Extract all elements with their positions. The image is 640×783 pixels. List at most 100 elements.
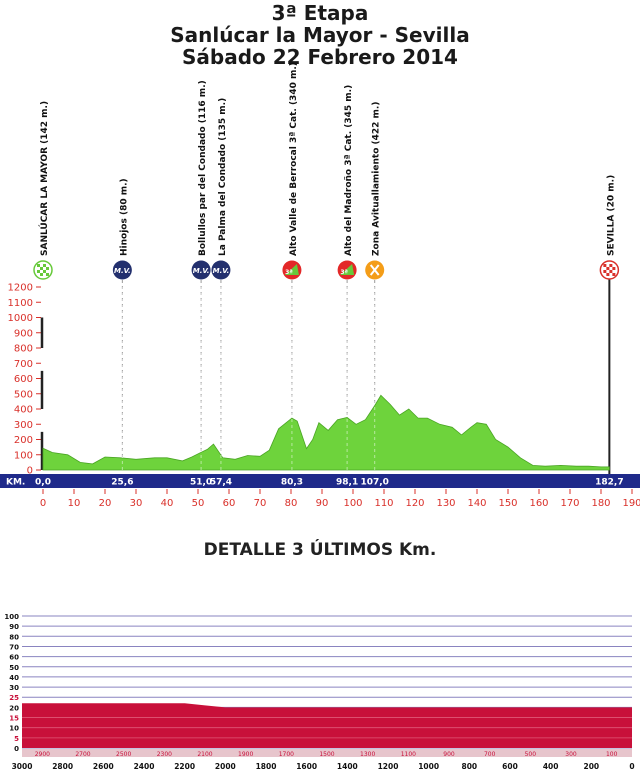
detail-y-label: 90 (9, 623, 19, 631)
km-bar-label: KM. (6, 478, 25, 488)
x-tick-label: 80 (285, 498, 298, 509)
start-flag-icon (33, 260, 53, 280)
detail-area (22, 703, 632, 748)
detail-y-label: 40 (9, 674, 19, 682)
detail-minor-tick-label: 700 (484, 751, 496, 758)
detail-y-label: 10 (9, 725, 19, 733)
detail-minor-tick-label: 300 (565, 751, 577, 758)
y-tick-label: 400 (14, 405, 33, 416)
x-tick-label: 0 (40, 498, 46, 509)
detail-y-label: 100 (4, 613, 19, 621)
flag-check (612, 273, 616, 276)
detail-major-tick-label: 2600 (93, 762, 114, 771)
stage-date: Sábado 22 Febrero 2014 (182, 45, 458, 69)
detail-minor-tick-label: 1700 (279, 751, 294, 758)
feed-zone-icon (365, 260, 385, 280)
detail-y-label: 15 (9, 715, 19, 723)
detail-y-label: 60 (9, 654, 19, 662)
y-tick-label: 0 (27, 466, 33, 477)
detail-minor-tick-label: 1500 (319, 751, 334, 758)
y-tick-label: 600 (14, 374, 33, 385)
mv-circle (211, 260, 231, 280)
km-marker-label: 51,0 (190, 478, 212, 488)
flag-check (37, 264, 40, 267)
detail-minor-tick-label: 1100 (401, 751, 416, 758)
y-tick-label: 100 (14, 450, 33, 461)
detail-minor-tick-label: 2300 (157, 751, 172, 758)
flag-check (40, 273, 43, 276)
detail-major-tick-label: 800 (462, 762, 478, 771)
detail-major-tick-label: 600 (502, 762, 518, 771)
mv-text: M.V. (213, 267, 230, 275)
km-marker-label: 57,4 (210, 478, 232, 488)
flag-check (606, 267, 610, 270)
pm-mountain (284, 264, 299, 275)
x-tick-label: 150 (498, 498, 517, 509)
y-tick-label: 500 (14, 389, 33, 400)
detail-axis-bar (22, 749, 632, 757)
detail-major-tick-label: 1200 (378, 762, 399, 771)
flag-check (37, 270, 40, 273)
stage-route: Sanlúcar la Mayor - Sevilla (170, 23, 470, 47)
detail-y-label: 20 (9, 704, 19, 712)
meta-volante-icon: M.V. (191, 260, 211, 280)
detail-major-tick-label: 2200 (174, 762, 195, 771)
flag-check (609, 270, 613, 273)
km-marker-label: 80,3 (281, 478, 303, 488)
detail-major-tick-label: 2000 (215, 762, 236, 771)
x-tick-label: 10 (68, 498, 81, 509)
stage-number: 3ª Etapa (271, 1, 369, 25)
point-label: La Palma del Condado (135 m.) (218, 98, 228, 256)
detail-y-label: 70 (9, 643, 19, 651)
detail-minor-tick-label: 1300 (360, 751, 375, 758)
y-tick-label: 800 (14, 344, 33, 355)
y-tick-label: 1100 (8, 298, 33, 309)
detail-minor-tick-label: 2700 (75, 751, 90, 758)
x-tick-label: 110 (374, 498, 393, 509)
x-tick-label: 140 (467, 498, 486, 509)
flag-check (606, 273, 610, 276)
x-tick-label: 180 (591, 498, 610, 509)
detail-major-tick-label: 400 (543, 762, 559, 771)
y-tick-label: 900 (14, 328, 33, 339)
km-marker-label: 98,1 (336, 478, 358, 488)
flag-check (46, 273, 49, 276)
x-tick-label: 70 (254, 498, 267, 509)
flag-check (46, 267, 49, 270)
flag-check (612, 267, 616, 270)
detail-title: DETALLE 3 ÚLTIMOS Km. (203, 540, 437, 560)
flag-check (609, 264, 613, 267)
y-tick-label: 200 (14, 435, 33, 446)
feed-knife (369, 264, 380, 276)
flag-check (43, 264, 46, 267)
detail-major-tick-label: 1400 (337, 762, 358, 771)
point-label: SANLÚCAR LA MAYOR (142 m.) (38, 101, 50, 256)
detail-major-tick-label: 1000 (418, 762, 439, 771)
km-marker-label: 107,0 (360, 478, 388, 488)
y-tick-label: 1200 (8, 283, 33, 294)
detail-minor-tick-label: 500 (525, 751, 537, 758)
km-marker-label: 0,0 (35, 478, 51, 488)
detail-major-tick-label: 3000 (12, 762, 33, 771)
detail-major-tick-label: 1800 (256, 762, 277, 771)
detail-major-tick-label: 200 (584, 762, 600, 771)
x-tick-label: 130 (436, 498, 455, 509)
detail-y-label: 30 (9, 684, 19, 692)
pm-text: 3ª (340, 269, 348, 276)
x-tick-label: 160 (529, 498, 548, 509)
flag-check (43, 270, 46, 273)
meta-volante-icon: M.V. (112, 260, 132, 280)
x-tick-label: 120 (405, 498, 424, 509)
detail-major-tick-label: 2800 (52, 762, 73, 771)
mv-text: M.V. (114, 267, 131, 275)
detail-y-label: 25 (9, 694, 19, 702)
km-marker-label: 25,6 (111, 478, 133, 488)
point-label: Alto del Madroño 3ª Cat. (345 m.) (344, 85, 354, 256)
mv-circle (112, 260, 132, 280)
point-label: Bollullos par del Condado (116 m.) (198, 80, 208, 256)
detail-y-label: 50 (9, 664, 19, 672)
x-tick-label: 190 (622, 498, 640, 509)
finish-flag-icon (599, 260, 620, 280)
point-label: SEVILLA (20 m.) (606, 175, 616, 256)
